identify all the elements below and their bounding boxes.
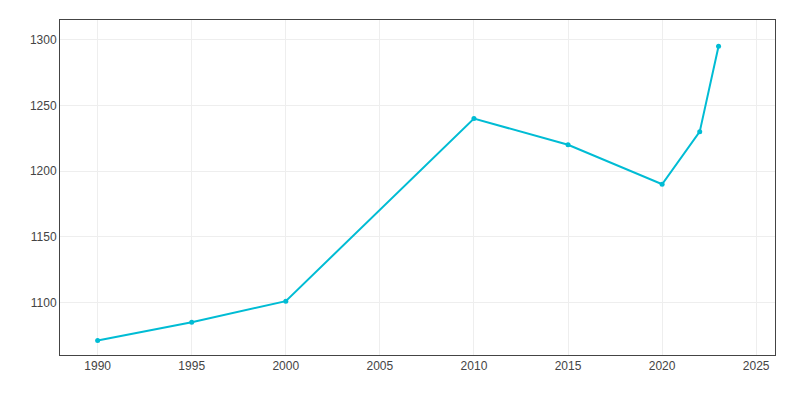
svg-text:1990: 1990 bbox=[84, 359, 111, 373]
svg-text:2015: 2015 bbox=[555, 359, 582, 373]
svg-text:1150: 1150 bbox=[31, 230, 57, 244]
svg-text:2000: 2000 bbox=[272, 359, 299, 373]
svg-text:1300: 1300 bbox=[30, 33, 57, 47]
svg-text:2020: 2020 bbox=[649, 359, 676, 373]
svg-text:1250: 1250 bbox=[30, 99, 57, 113]
svg-text:1100: 1100 bbox=[31, 296, 57, 310]
svg-text:2005: 2005 bbox=[367, 359, 394, 373]
svg-text:2010: 2010 bbox=[461, 359, 488, 373]
svg-text:2025: 2025 bbox=[743, 359, 770, 373]
svg-text:1995: 1995 bbox=[178, 359, 205, 373]
svg-text:1200: 1200 bbox=[30, 164, 57, 178]
